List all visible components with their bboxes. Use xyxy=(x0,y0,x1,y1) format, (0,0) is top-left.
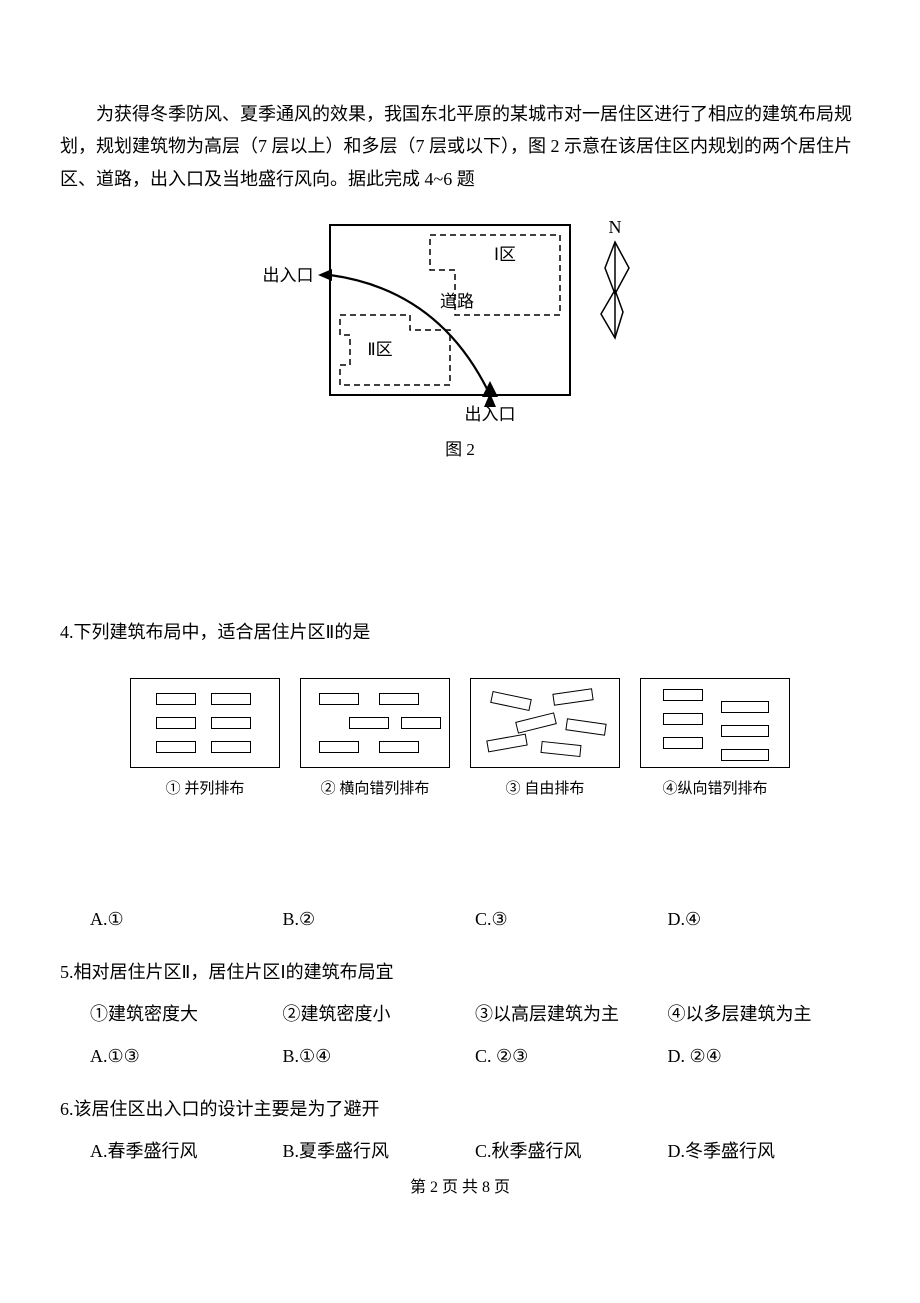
layout-option-1: ① 并列排布 xyxy=(130,678,280,803)
q5-option-b: B.①④ xyxy=(283,1040,476,1072)
q4-option-d: D.④ xyxy=(668,903,861,935)
entry-bottom-label: 出入口 xyxy=(465,405,516,424)
q5-options: A.①③ B.①④ C. ②③ D. ②④ xyxy=(60,1040,860,1072)
layout-3-box xyxy=(470,678,620,768)
zone-2-label: Ⅱ区 xyxy=(367,340,392,359)
q5-option-c: C. ②③ xyxy=(475,1040,668,1072)
q5-option-a: A.①③ xyxy=(90,1040,283,1072)
q6-text: 6.该居住区出入口的设计主要是为了避开 xyxy=(60,1093,860,1125)
intro-paragraph: 为获得冬季防风、夏季通风的效果，我国东北平原的某城市对一居住区进行了相应的建筑布… xyxy=(60,98,860,195)
layout-1-label: ① 并列排布 xyxy=(130,776,280,803)
layout-4-label: ④纵向错列排布 xyxy=(640,776,790,803)
road-label: 道路 xyxy=(440,292,474,311)
entry-left-label: 出入口 xyxy=(263,266,314,285)
q6-option-d: D.冬季盛行风 xyxy=(668,1135,861,1167)
q6-option-c: C.秋季盛行风 xyxy=(475,1135,668,1167)
q4-options: A.① B.② C.③ D.④ xyxy=(60,903,860,935)
q4-text: 4.下列建筑布局中，适合居住片区Ⅱ的是 xyxy=(60,616,860,648)
layout-4-box xyxy=(640,678,790,768)
page-footer: 第 2 页 共 8 页 xyxy=(60,1174,860,1203)
q5-text: 5.相对居住片区Ⅱ，居住片区Ⅰ的建筑布局宜 xyxy=(60,956,860,988)
q4-option-b: B.② xyxy=(283,903,476,935)
zone-1-label: Ⅰ区 xyxy=(494,245,516,264)
q5-option-d: D. ②④ xyxy=(668,1040,861,1072)
figure-2-caption: 图 2 xyxy=(60,435,860,466)
layout-option-4: ④纵向错列排布 xyxy=(640,678,790,803)
q5-item-1: ①建筑密度大 xyxy=(90,998,283,1030)
layout-1-box xyxy=(130,678,280,768)
q5-subitems: ①建筑密度大 ②建筑密度小 ③以高层建筑为主 ④以多层建筑为主 xyxy=(60,998,860,1030)
figure-2: Ⅰ区 Ⅱ区 道路 出入口 出入口 N xyxy=(60,215,860,425)
layout-2-label: ② 横向错列排布 xyxy=(300,776,450,803)
layout-2-box xyxy=(300,678,450,768)
exam-page: 为获得冬季防风、夏季通风的效果，我国东北平原的某城市对一居住区进行了相应的建筑布… xyxy=(0,0,920,1222)
figure-2-svg: Ⅰ区 Ⅱ区 道路 出入口 出入口 N xyxy=(260,215,660,425)
q5-item-4: ④以多层建筑为主 xyxy=(668,998,861,1030)
q4-layout-options: ① 并列排布 ② 横向错列排布 ③ 自由 xyxy=(60,678,860,803)
layout-option-2: ② 横向错列排布 xyxy=(300,678,450,803)
q6-options: A.春季盛行风 B.夏季盛行风 C.秋季盛行风 D.冬季盛行风 xyxy=(60,1135,860,1167)
q4-option-a: A.① xyxy=(90,903,283,935)
q6-option-b: B.夏季盛行风 xyxy=(283,1135,476,1167)
q5-item-2: ②建筑密度小 xyxy=(283,998,476,1030)
q6-option-a: A.春季盛行风 xyxy=(90,1135,283,1167)
north-label: N xyxy=(609,217,622,237)
layout-3-label: ③ 自由排布 xyxy=(470,776,620,803)
q5-item-3: ③以高层建筑为主 xyxy=(475,998,668,1030)
layout-option-3: ③ 自由排布 xyxy=(470,678,620,803)
q4-option-c: C.③ xyxy=(475,903,668,935)
